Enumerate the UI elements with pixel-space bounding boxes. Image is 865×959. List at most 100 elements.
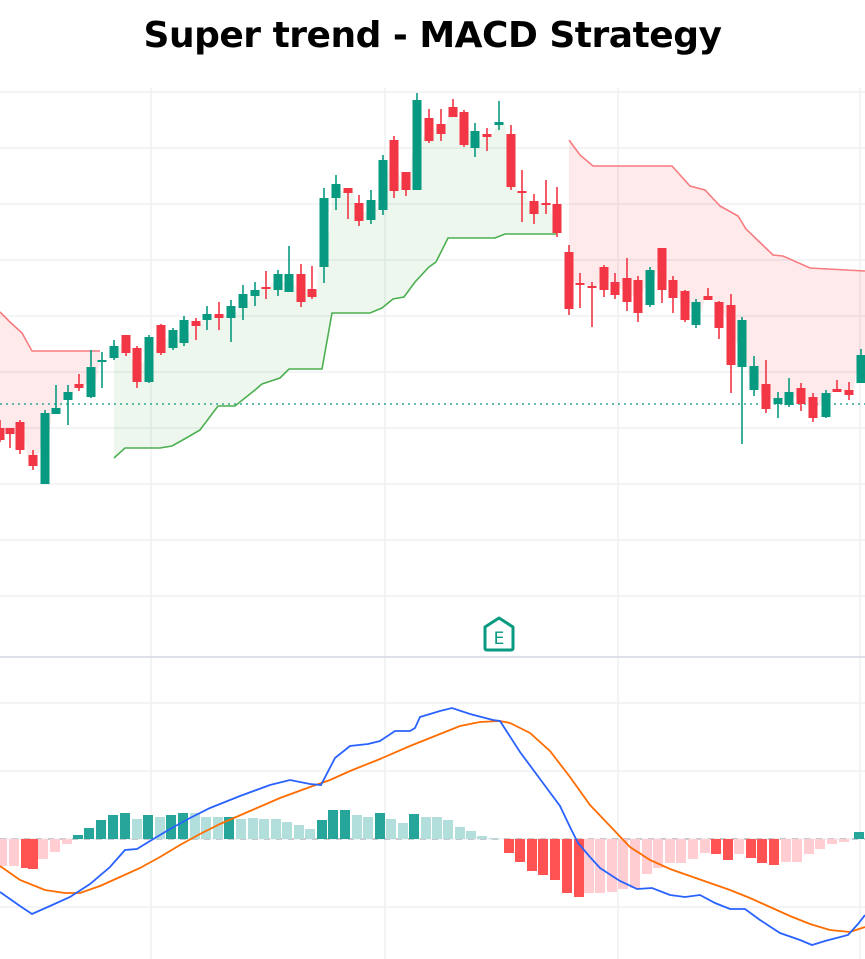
grid-lines (0, 88, 865, 959)
histogram-bar-positive (166, 815, 176, 839)
histogram-bar-negative (550, 839, 560, 880)
macd-line (0, 707, 865, 946)
candle-body (179, 320, 189, 343)
candle-up (273, 270, 283, 296)
candle-down (401, 172, 411, 196)
histogram-bar-negative (21, 839, 31, 868)
candle-body (494, 122, 504, 125)
candle-down (343, 188, 353, 219)
candle-down (844, 382, 854, 400)
candle-down (575, 273, 585, 308)
candle-body (40, 413, 50, 484)
candle-body (575, 283, 585, 285)
macd-grid-lines (0, 702, 865, 908)
histogram-bar-positive (96, 820, 106, 839)
candle-body (238, 294, 248, 308)
candle-up (366, 190, 376, 224)
candle-down (714, 301, 724, 339)
candle-body (202, 314, 212, 320)
candle-body (389, 140, 399, 191)
candle-body (15, 422, 25, 450)
supertrend-fill-up (114, 112, 557, 458)
histogram-bar-positive (340, 810, 350, 839)
candle-down (482, 128, 492, 151)
histogram-bar-negative (769, 839, 779, 865)
candle-body (144, 337, 154, 382)
candle-body (28, 455, 38, 466)
candle-up (821, 390, 831, 418)
candle-up (494, 101, 504, 130)
candle-down (307, 266, 317, 299)
candle-body (796, 388, 806, 404)
candle-body (191, 321, 201, 326)
histogram-bar-positive (466, 831, 476, 839)
histogram-bar-positive (132, 819, 142, 839)
candle-body (436, 124, 446, 134)
candle-up (784, 378, 794, 407)
histogram-bar-positive (178, 813, 188, 839)
candle-down (761, 360, 771, 413)
histogram-bar-positive (155, 817, 165, 839)
earnings-badge-shape (483, 616, 515, 652)
candle-body (856, 355, 865, 383)
macd-histogram (0, 810, 864, 897)
candle-body (470, 131, 480, 148)
candle-down (552, 187, 562, 237)
candle-body (784, 392, 794, 405)
candle-up (331, 175, 341, 210)
candle-body (703, 296, 713, 300)
candle-down (703, 288, 713, 300)
candle-body (319, 198, 329, 267)
histogram-bar-negative (746, 839, 756, 858)
histogram-bar-positive (398, 823, 408, 839)
candle-body (307, 289, 317, 297)
candle-body (226, 306, 236, 318)
candle-down (796, 383, 806, 411)
candle-body (86, 367, 96, 397)
histogram-bar-negative (50, 839, 60, 852)
candle-down (354, 195, 364, 226)
histogram-bar-negative (607, 839, 617, 892)
candle-down (622, 258, 632, 311)
candle-up (284, 246, 294, 292)
candle-down (587, 282, 597, 327)
candle-body (284, 274, 294, 292)
candle-body (821, 393, 831, 417)
candle-body (109, 346, 119, 358)
histogram-bar-negative (665, 839, 675, 863)
histogram-bar-negative (642, 839, 652, 874)
candle-down (564, 245, 574, 315)
candle-up (749, 356, 759, 396)
candle-up (179, 316, 189, 346)
histogram-bar-positive (432, 817, 442, 839)
candle-down (436, 109, 446, 141)
histogram-bar-negative (839, 839, 849, 842)
candle-down (517, 170, 527, 222)
histogram-bar-positive (443, 820, 453, 839)
histogram-bar-positive (328, 810, 338, 839)
candle-up (773, 392, 783, 418)
candle-up (645, 267, 655, 307)
candle-up (238, 285, 248, 320)
histogram-bar-positive (294, 825, 304, 839)
candle-down (5, 428, 15, 448)
histogram-bar-positive (317, 820, 327, 839)
supertrend-fill (0, 112, 865, 461)
candle-down (599, 265, 609, 297)
histogram-bar-negative (38, 839, 48, 859)
candle-down (668, 276, 678, 313)
candle-down (529, 194, 539, 224)
histogram-bar-negative (757, 839, 767, 863)
candle-up (412, 93, 422, 190)
candle-down (633, 276, 643, 322)
earnings-badge-label: E (494, 629, 505, 649)
candle-body (761, 384, 771, 409)
histogram-bar-negative (538, 839, 548, 875)
histogram-bar-negative (676, 839, 686, 863)
histogram-bar-positive (421, 817, 431, 839)
candle-body (401, 172, 411, 190)
candle-down (541, 180, 551, 214)
histogram-bar-negative (700, 839, 710, 853)
earnings-marker-icon[interactable]: E (483, 616, 515, 652)
